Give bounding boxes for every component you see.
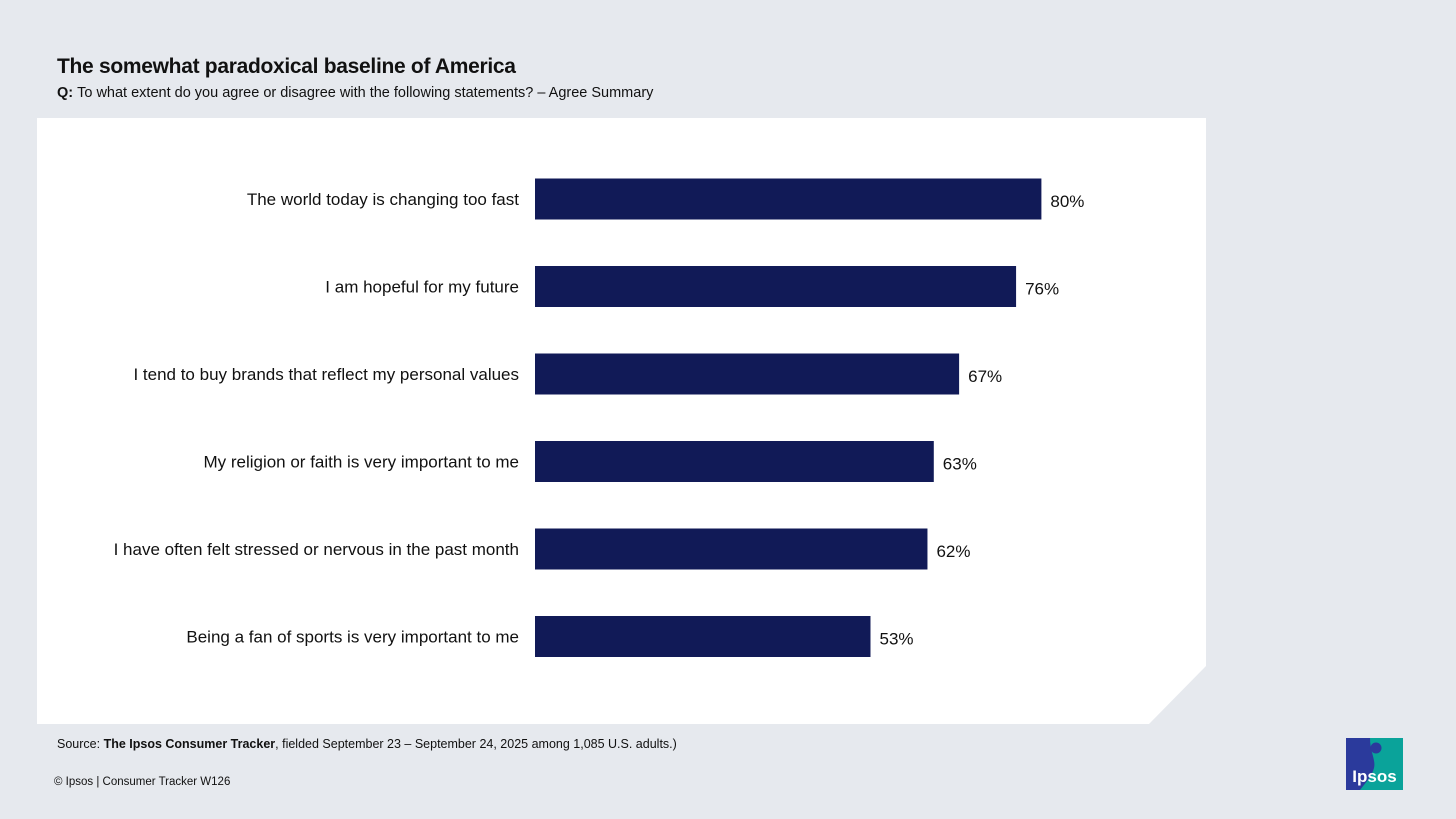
bar: [535, 178, 1042, 220]
data-label: 67%: [968, 367, 1002, 386]
source-prefix: Source:: [57, 737, 104, 751]
bar: [535, 266, 1017, 307]
bar: [535, 353, 960, 395]
bar: [535, 441, 934, 482]
category-label: My religion or faith is very important t…: [203, 453, 519, 472]
logo-wordmark: Ipsos: [1352, 767, 1396, 786]
ipsos-logo: Ipsos: [1346, 738, 1403, 790]
data-label: 63%: [943, 455, 977, 474]
bar: [535, 528, 928, 570]
question-label: Q:: [57, 85, 74, 101]
question-text: Q: To what extent do you agree or disagre…: [57, 85, 653, 101]
data-label: 62%: [936, 542, 970, 561]
category-label: The world today is changing too fast: [247, 190, 519, 209]
bar: [535, 616, 871, 657]
source-details: , fielded September 23 – September 24, 2…: [275, 737, 677, 751]
data-label: 80%: [1050, 192, 1084, 211]
source-note: Source: The Ipsos Consumer Tracker, fiel…: [57, 737, 677, 751]
copyright: © Ipsos | Consumer Tracker W126: [54, 776, 231, 788]
chart-title: The somewhat paradoxical baseline of Ame…: [57, 55, 516, 78]
category-label: I have often felt stressed or nervous in…: [114, 540, 519, 559]
category-label: I tend to buy brands that reflect my per…: [133, 365, 519, 384]
data-label: 76%: [1025, 280, 1059, 299]
data-label: 53%: [879, 630, 913, 649]
category-label: I am hopeful for my future: [325, 278, 519, 297]
source-name: The Ipsos Consumer Tracker: [103, 737, 276, 751]
category-label: Being a fan of sports is very important …: [186, 628, 519, 647]
question-body: To what extent do you agree or disagree …: [77, 85, 654, 101]
